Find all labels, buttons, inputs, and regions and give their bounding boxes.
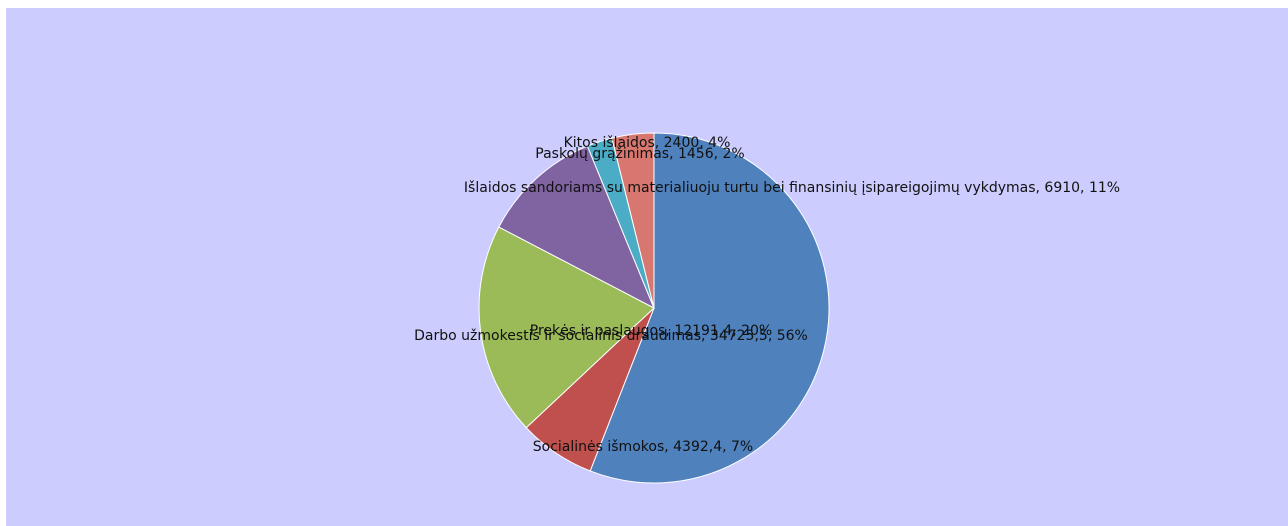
pie-slice [498, 145, 655, 310]
slice-data-label: Prekės ir paslaugos, 12191,4, 20% [530, 323, 772, 339]
chart-area: Darbo užmokestis ir socialinis draudimas… [6, 8, 1288, 526]
pie-chart: Darbo užmokestis ir socialinis draudimas… [414, 132, 1120, 484]
slice-data-label: Kitos išlaidos, 2400, 4% [564, 135, 731, 151]
slice-data-label: Socialinės išmokos, 4392,4, 7% [533, 439, 753, 455]
pie-slice [589, 132, 830, 484]
pie-slice [611, 132, 655, 309]
slice-data-label: Išlaidos sandoriams su materialiuoju tur… [464, 180, 1120, 196]
slice-data-label: Darbo užmokestis ir socialinis draudimas… [414, 328, 808, 344]
pie-slice [478, 226, 655, 429]
slice-data-label: Paskolų grąžinimas, 1456, 2% [535, 146, 744, 162]
